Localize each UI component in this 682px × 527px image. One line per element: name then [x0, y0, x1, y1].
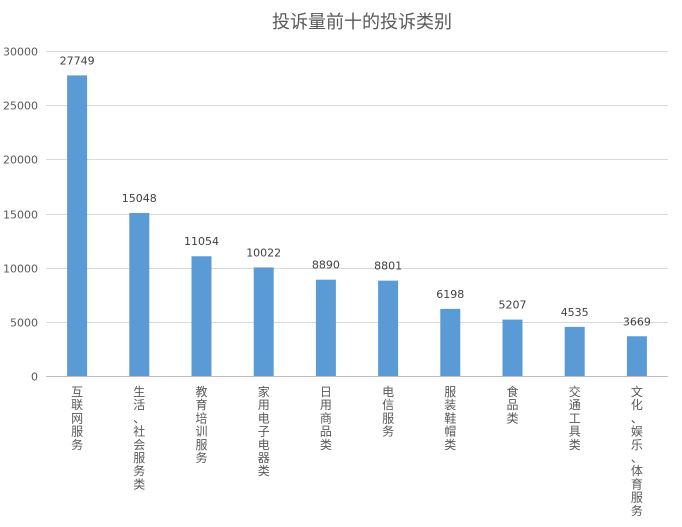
bar [315, 279, 336, 376]
data-labels: 27749 15048 11054 10022 8890 8801 6198 5207 4535… [60, 54, 651, 328]
chart-title: 投诉量前十的投诉类别 [272, 12, 452, 33]
data-label: 5207 [499, 299, 527, 312]
bar [378, 280, 399, 376]
y-tick-label: 15000 [3, 209, 38, 222]
x-tick-label: 文化、娱乐、体育服务 [631, 384, 643, 518]
gridlines [46, 51, 668, 377]
y-tick-label: 20000 [3, 154, 38, 167]
data-label: 8801 [374, 260, 402, 273]
x-tick-label: 生活、社会服务类 [133, 385, 145, 491]
y-tick-label: 5000 [10, 317, 38, 330]
x-tick-label: 日用商品类 [320, 385, 332, 452]
data-label: 6198 [436, 288, 464, 301]
bar [564, 326, 585, 376]
y-axis: 0 5000 10000 15000 20000 25000 30000 [3, 46, 38, 384]
x-tick-label: 交通工具类 [569, 384, 581, 452]
data-label: 10022 [246, 246, 281, 259]
x-axis: 互联网服务 生活、社会服务类 教育培训服务 家用电子电器类 日用商品类 电信服务 服装鞋帽类… [46, 376, 668, 518]
data-label: 11054 [184, 235, 219, 248]
bar [253, 267, 274, 376]
x-tick-label: 食品类 [506, 384, 518, 425]
x-tick-label: 教育培训服务 [195, 384, 207, 465]
bar [191, 256, 212, 376]
bar [129, 212, 150, 376]
x-tick-label: 互联网服务 [71, 385, 83, 452]
bars [67, 75, 647, 376]
bar [502, 319, 523, 376]
bar [440, 308, 461, 376]
y-tick-label: 30000 [3, 46, 38, 59]
bar [626, 336, 647, 376]
x-tick-label: 电信服务 [382, 385, 394, 439]
bar [67, 75, 88, 376]
x-tick-label: 家用电子电器类 [258, 384, 270, 478]
data-label: 8890 [312, 259, 340, 272]
x-tick-label: 服装鞋帽类 [444, 385, 456, 452]
data-label: 4535 [561, 306, 589, 319]
y-tick-label: 25000 [3, 100, 38, 113]
y-tick-label: 10000 [3, 263, 38, 276]
data-label: 3669 [623, 315, 651, 328]
data-label: 27749 [60, 54, 95, 67]
y-tick-label: 0 [31, 371, 38, 384]
data-label: 15048 [122, 192, 157, 205]
